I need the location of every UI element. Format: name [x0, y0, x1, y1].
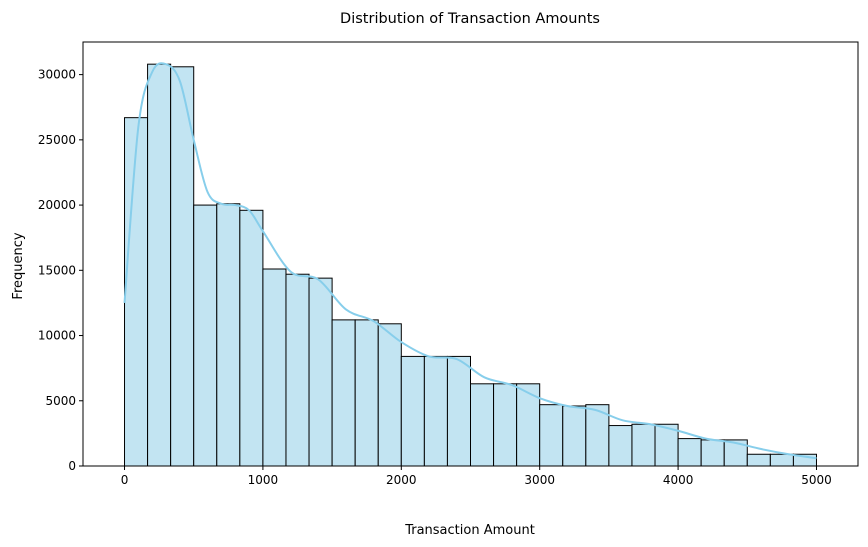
- y-axis-label: Frequency: [11, 232, 26, 299]
- histogram-bar: [400, 355, 425, 467]
- histogram-bar: [354, 319, 379, 467]
- y-tick-label: 30000: [38, 68, 76, 82]
- histogram-bar: [124, 117, 149, 467]
- histogram-bar: [377, 323, 402, 467]
- y-tick-label: 20000: [38, 198, 76, 212]
- x-tick-label: 3000: [524, 473, 555, 487]
- x-tick-label: 0: [121, 473, 129, 487]
- histogram-bar: [308, 277, 333, 467]
- y-tick-label: 25000: [38, 133, 76, 147]
- x-axis: 0 1000 2000 3000 4000 5000: [121, 466, 832, 487]
- histogram-bar: [700, 439, 725, 467]
- histogram-bar: [446, 355, 471, 467]
- histogram-bar: [677, 438, 702, 467]
- histogram-bar: [331, 319, 356, 467]
- y-tick-label: 0: [68, 459, 76, 473]
- y-tick-label: 5000: [45, 394, 76, 408]
- histogram-bar: [769, 453, 794, 467]
- chart-title: Distribution of Transaction Amounts: [340, 11, 600, 27]
- y-tick-label: 10000: [38, 329, 76, 343]
- histogram-bar: [539, 404, 564, 467]
- histogram-bars: [124, 63, 817, 467]
- histogram-bar: [562, 405, 587, 467]
- histogram-bar: [631, 423, 656, 467]
- x-tick-label: 4000: [663, 473, 694, 487]
- histogram-bar: [193, 204, 218, 467]
- histogram-bar: [285, 273, 310, 467]
- histogram-bar: [470, 383, 495, 467]
- x-tick-label: 2000: [386, 473, 417, 487]
- y-axis: 0 5000 10000 15000 20000 25000 30000: [38, 68, 83, 473]
- histogram-bar: [493, 383, 518, 467]
- x-tick-label: 5000: [801, 473, 832, 487]
- histogram-bar: [746, 453, 771, 467]
- histogram-bar: [216, 203, 241, 467]
- histogram-bar: [423, 355, 448, 467]
- histogram-bar: [608, 425, 633, 467]
- plot-frame: [82, 41, 859, 467]
- y-tick-label: 15000: [38, 263, 76, 277]
- histogram-bar: [239, 209, 264, 467]
- x-tick-label: 1000: [248, 473, 279, 487]
- histogram-bar: [262, 268, 287, 467]
- kde-curve: [123, 62, 817, 460]
- histogram-bar: [147, 63, 172, 467]
- x-axis-label: Transaction Amount: [404, 523, 535, 538]
